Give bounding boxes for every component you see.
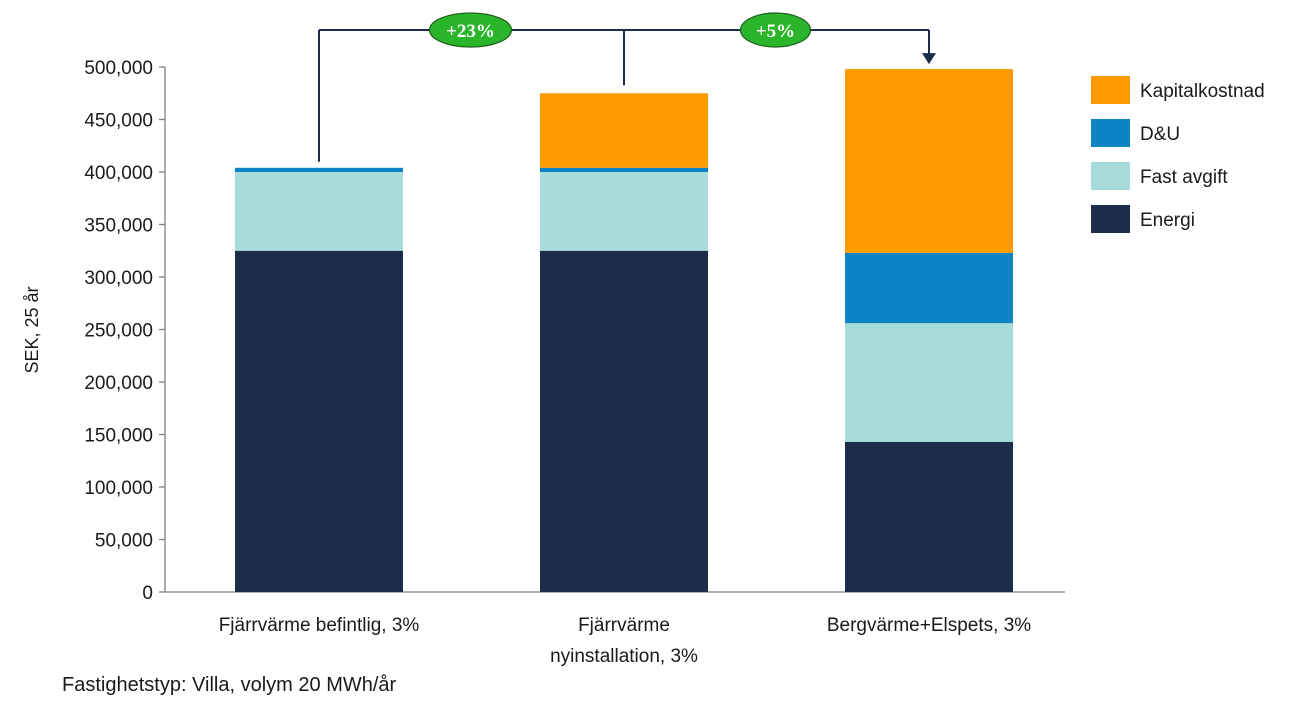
- legend-label: Fast avgift: [1140, 167, 1228, 188]
- legend-swatch: [1091, 119, 1130, 147]
- x-tick-label-line: Fjärrvärme: [578, 615, 670, 636]
- bar-segment: [845, 441, 1013, 592]
- y-tick-label: 300,000: [84, 268, 153, 289]
- bar-segment: [540, 167, 708, 172]
- x-tick-label: Bergvärme+Elspets, 3%: [827, 615, 1031, 636]
- change-badge-label: +23%: [446, 21, 495, 42]
- bar-segment: [540, 250, 708, 592]
- bar-segment: [845, 252, 1013, 324]
- y-tick-label: 150,000: [84, 426, 153, 447]
- y-tick-label: 500,000: [84, 58, 153, 79]
- y-tick-label: 200,000: [84, 373, 153, 394]
- x-tick-label-line: Bergvärme+Elspets, 3%: [827, 615, 1031, 636]
- change-badge: [428, 12, 513, 48]
- x-tick-label: Fjärrvärme nyinstallation, 3%: [550, 615, 698, 667]
- legend: Kapitalkostnad D&U Fast avgift Energi: [1091, 76, 1265, 233]
- legend-label: Kapitalkostnad: [1140, 81, 1265, 102]
- legend-label: Energi: [1140, 210, 1195, 231]
- connector-arrow-head: [922, 53, 936, 65]
- footnote: Fastighetstyp: Villa, volym 20 MWh/år: [62, 674, 397, 696]
- x-tick-label: Fjärrvärme befintlig, 3%: [219, 615, 420, 636]
- y-tick-label: 250,000: [84, 321, 153, 342]
- bar-segment: [235, 172, 403, 251]
- bar-segment: [235, 167, 403, 172]
- y-tick-label: 100,000: [84, 478, 153, 499]
- y-tick-label: 350,000: [84, 216, 153, 237]
- change-badge: [739, 12, 812, 48]
- x-tick-label-line: Fjärrvärme befintlig, 3%: [219, 615, 420, 636]
- bar-segment: [845, 323, 1013, 442]
- legend-swatch: [1091, 76, 1130, 104]
- bar-segment: [235, 250, 403, 592]
- bars: [235, 69, 1013, 592]
- bar-segment: [540, 93, 708, 168]
- bar-segment: [845, 69, 1013, 253]
- comparison-connectors: +23% +5%: [318, 12, 936, 162]
- x-tick-label-line: nyinstallation, 3%: [550, 646, 698, 667]
- y-tick-label: 400,000: [84, 163, 153, 184]
- axes: 0 50,000 100,000 150,000 200,000 250,000 300,0…: [22, 58, 1065, 667]
- legend-swatch: [1091, 162, 1130, 190]
- legend-swatch: [1091, 205, 1130, 233]
- y-axis-label: SEK, 25 år: [22, 286, 42, 373]
- bar-segment: [540, 172, 708, 251]
- change-badge-label: +5%: [756, 21, 795, 42]
- legend-label: D&U: [1140, 124, 1180, 145]
- y-tick-label: 450,000: [84, 111, 153, 132]
- y-tick-label: 50,000: [95, 531, 153, 552]
- y-tick-label: 0: [142, 583, 153, 604]
